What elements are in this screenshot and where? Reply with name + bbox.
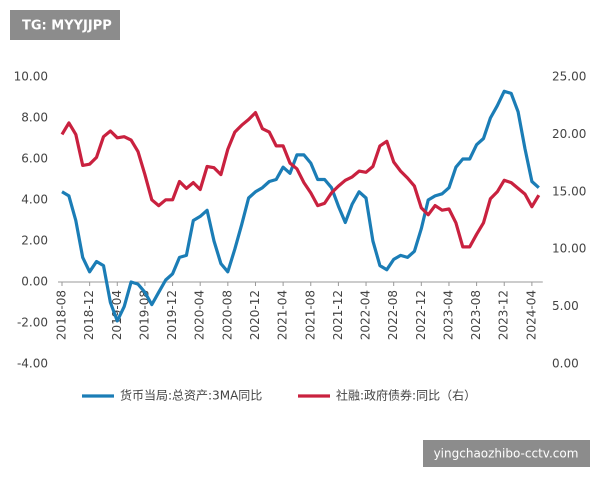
x-tick-label: 2018-08 — [55, 290, 69, 340]
x-tick-label: 2023-08 — [469, 290, 483, 340]
x-tick-label: 2022-12 — [414, 290, 428, 340]
y2-tick-label: 10.00 — [552, 242, 586, 256]
x-tick-label: 2021-04 — [276, 290, 290, 340]
x-tick-label: 2022-08 — [386, 290, 400, 340]
x-tick-label: 2023-04 — [441, 290, 455, 340]
y2-tick-label: 25.00 — [552, 70, 586, 84]
legend-label: 社融:政府债券:同比（右） — [336, 388, 476, 403]
y2-tick-label: 5.00 — [552, 299, 579, 313]
y-tick-label: 4.00 — [21, 193, 48, 207]
y-tick-label: 2.00 — [21, 234, 48, 248]
y-tick-label: 8.00 — [21, 111, 48, 125]
y-tick-label: 10.00 — [14, 70, 48, 84]
watermark-box — [10, 10, 120, 40]
x-tick-label: 2021-08 — [303, 290, 317, 340]
x-tick-label: 2024-04 — [524, 290, 538, 340]
y-tick-label: -4.00 — [17, 357, 48, 371]
x-tick-label: 2019-08 — [137, 290, 151, 340]
legend-label: 货币当局:总资产:3MA同比 — [120, 388, 262, 403]
x-tick-label: 2019-12 — [165, 290, 179, 340]
watermark-box — [423, 440, 590, 467]
x-tick-label: 2023-12 — [497, 290, 511, 340]
x-tick-label: 2020-08 — [220, 290, 234, 340]
watermark: yingchaozhibo-cctv.com — [434, 447, 579, 461]
x-tick-label: 2021-12 — [331, 290, 345, 340]
y-tick-label: 6.00 — [21, 152, 48, 166]
x-tick-label: 2018-12 — [82, 290, 96, 340]
x-tick-label: 2022-04 — [359, 290, 373, 340]
y-tick-label: -2.00 — [17, 316, 48, 330]
y2-tick-label: 0.00 — [552, 357, 579, 371]
x-tick-label: 2020-12 — [248, 290, 262, 340]
y2-tick-label: 20.00 — [552, 127, 586, 141]
x-tick-label: 2020-04 — [193, 290, 207, 340]
watermark: TG: MYYJJPP — [22, 19, 112, 34]
series-line — [61, 89, 540, 323]
y-tick-label: 0.00 — [21, 275, 48, 289]
series-line — [60, 111, 541, 249]
y2-tick-label: 15.00 — [552, 184, 586, 198]
